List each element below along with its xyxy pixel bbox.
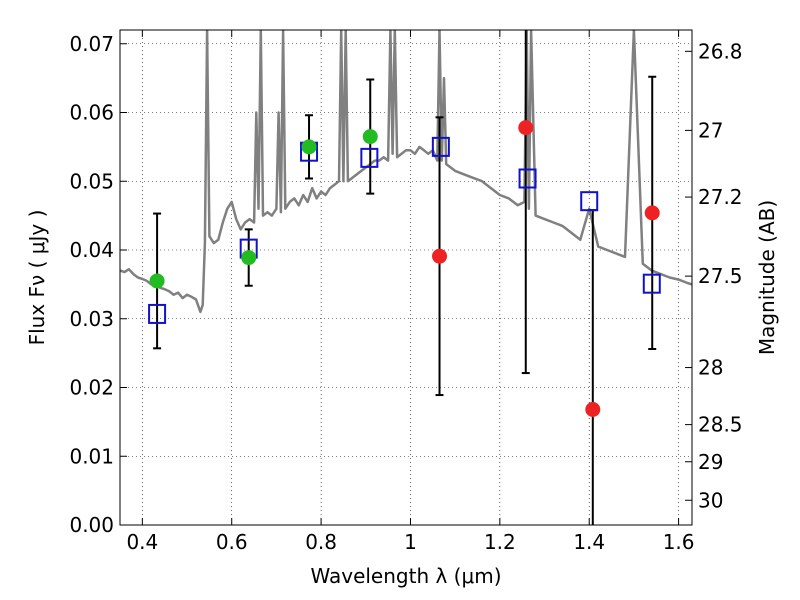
flux-point-detection: [241, 250, 257, 266]
x-tick-label: 0.4: [126, 530, 158, 554]
y-tick-label: 0.04: [69, 238, 114, 262]
right-tick-label: 27: [698, 118, 723, 142]
y-tick-label: 0.06: [69, 101, 114, 125]
right-tick-label: 27.5: [698, 264, 743, 288]
flux-point-low-sn: [518, 120, 534, 136]
x-axis-label: Wavelength λ (μm): [310, 564, 501, 588]
y-axis-right-label: Magnitude (AB): [755, 200, 779, 355]
x-tick-label: 0.8: [305, 530, 337, 554]
x-tick-label: 1: [404, 530, 417, 554]
y-tick-label: 0.07: [69, 32, 114, 56]
flux-point-low-sn: [432, 248, 448, 264]
right-tick-label: 30: [698, 488, 723, 512]
y-tick-label: 0.02: [69, 376, 114, 400]
flux-point-detection: [301, 139, 317, 155]
y-tick-label: 0.05: [69, 169, 114, 193]
right-tick-label: 28: [698, 356, 723, 380]
plot-frame: [119, 29, 693, 526]
axes: 0.4 0.6 0.8 1 1.2 1.4 1.6 0.00 0.01 0.02 0.03 0.04 0…: [69, 30, 743, 554]
y-axis-label: Flux Fν ( μJy ): [25, 210, 49, 346]
y-tick-label: 0.01: [69, 444, 114, 468]
x-tick-label: 1.4: [573, 530, 605, 554]
y-tick-label: 0.03: [69, 307, 114, 331]
sed-template-line: [120, 30, 692, 314]
right-tick-label: 27.2: [698, 185, 743, 209]
flux-point-detection: [149, 273, 165, 289]
x-tick-label: 0.6: [216, 530, 248, 554]
right-tick-label: 28.5: [698, 413, 743, 437]
x-tick-label: 1.6: [663, 530, 695, 554]
flux-point-low-sn: [644, 205, 660, 221]
model-point: [360, 147, 379, 168]
model-point: [580, 191, 599, 212]
x-tick-label: 1.2: [484, 530, 516, 554]
model-point: [431, 136, 450, 157]
right-tick-label: 29: [698, 450, 723, 474]
model-point: [148, 303, 167, 324]
y-tick-label: 0.00: [69, 513, 114, 537]
right-tick-label: 26.8: [698, 39, 743, 63]
series-layer: [120, 30, 692, 525]
flux-point-detection: [362, 129, 378, 145]
model-point: [518, 168, 537, 189]
model-point: [642, 273, 661, 294]
flux-point-low-sn: [585, 402, 601, 417]
